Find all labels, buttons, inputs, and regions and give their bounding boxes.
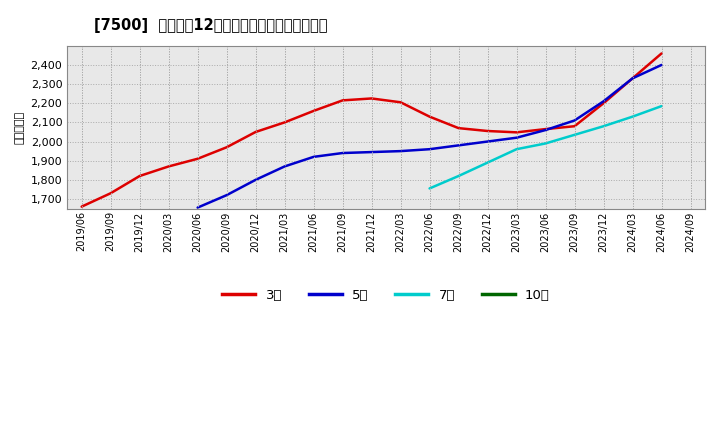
Legend: 3年, 5年, 7年, 10年: 3年, 5年, 7年, 10年 (217, 283, 555, 307)
Text: [7500]  経常利益12か月移動合計の平均値の推移: [7500] 経常利益12か月移動合計の平均値の推移 (94, 18, 327, 33)
Y-axis label: （百万円）: （百万円） (15, 110, 25, 144)
